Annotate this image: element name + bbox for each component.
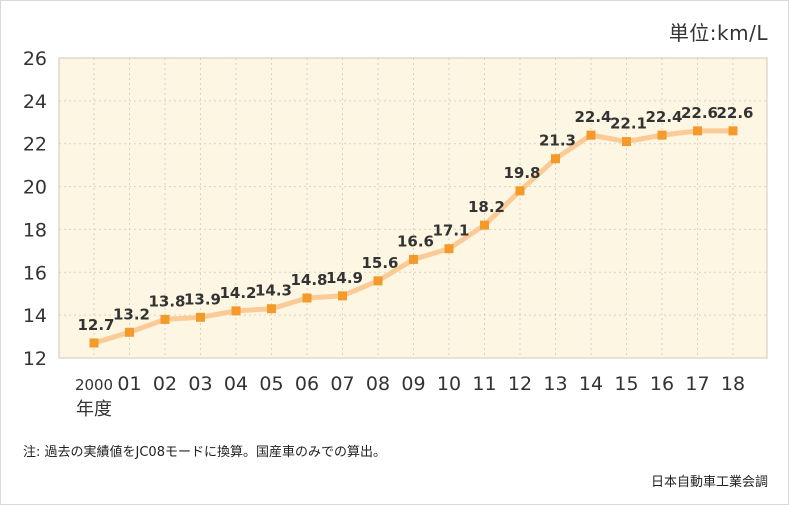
y-tick-label: 26 (23, 48, 47, 70)
data-point (480, 220, 489, 230)
data-label: 13.9 (184, 290, 221, 308)
x-tick-label: 11 (472, 373, 496, 395)
data-point (338, 291, 347, 301)
data-label: 14.2 (219, 284, 256, 302)
x-tick-label: 16 (650, 373, 674, 395)
data-label: 13.8 (148, 292, 185, 310)
data-point (231, 306, 241, 316)
x-tick-label: 09 (401, 373, 425, 395)
y-tick-label: 16 (23, 262, 47, 284)
data-point (728, 126, 738, 136)
x-tick-label: 17 (685, 373, 709, 395)
x-axis-label: 年度 (76, 399, 112, 420)
data-label: 14.8 (290, 271, 327, 289)
data-label: 17.1 (432, 222, 469, 240)
data-label: 22.4 (645, 108, 682, 126)
data-point (302, 293, 312, 303)
data-label: 16.6 (397, 232, 434, 250)
data-point (657, 130, 667, 140)
data-label: 22.6 (716, 104, 753, 122)
data-label: 15.6 (361, 254, 398, 272)
data-point (373, 276, 383, 286)
data-point (693, 126, 702, 136)
data-label: 14.3 (255, 282, 292, 300)
x-tick-label: 13 (543, 373, 567, 395)
data-label: 21.3 (539, 132, 576, 150)
x-tick-label: 06 (295, 373, 319, 395)
data-point (515, 186, 525, 196)
data-point (267, 304, 276, 314)
x-tick-label: 2000 (75, 376, 113, 394)
data-point (160, 314, 170, 324)
data-label: 13.2 (113, 305, 150, 323)
data-point (586, 130, 596, 140)
x-tick-label: 02 (153, 373, 177, 395)
footnote: 注: 過去の実績値をJC08モードに換算。国産車のみでの算出。 (23, 445, 386, 460)
y-tick-label: 12 (23, 348, 47, 370)
data-label: 12.7 (77, 316, 114, 334)
x-tick-label: 08 (366, 373, 390, 395)
y-tick-label: 18 (23, 219, 47, 241)
data-point (196, 312, 205, 322)
plot-border (58, 57, 768, 359)
x-tick-label: 15 (614, 373, 638, 395)
unit-label: 単位:km/L (668, 21, 768, 45)
data-label: 18.2 (468, 198, 505, 216)
y-tick-label: 24 (23, 91, 47, 113)
x-tick-label: 01 (117, 373, 141, 395)
data-label: 14.9 (326, 269, 363, 287)
data-point (622, 137, 631, 147)
source-credit: 日本自動車工業会調 (650, 475, 768, 490)
data-label: 22.6 (681, 104, 718, 122)
y-tick-label: 14 (23, 305, 47, 327)
data-point (551, 154, 560, 164)
x-tick-label: 12 (508, 373, 532, 395)
data-label: 22.1 (610, 115, 647, 133)
x-tick-label: 05 (259, 373, 283, 395)
x-tick-label: 07 (330, 373, 354, 395)
x-tick-label: 04 (224, 373, 248, 395)
y-tick-label: 22 (23, 134, 47, 156)
x-tick-label: 03 (188, 373, 212, 395)
x-tick-label: 10 (437, 373, 461, 395)
data-point (89, 338, 99, 348)
data-point (409, 254, 418, 264)
data-point (444, 244, 454, 254)
x-tick-label: 18 (721, 373, 745, 395)
y-tick-label: 20 (23, 177, 47, 199)
data-label: 19.8 (503, 164, 540, 182)
data-label: 22.4 (574, 108, 611, 126)
x-tick-label: 14 (579, 373, 603, 395)
data-point (125, 327, 134, 337)
